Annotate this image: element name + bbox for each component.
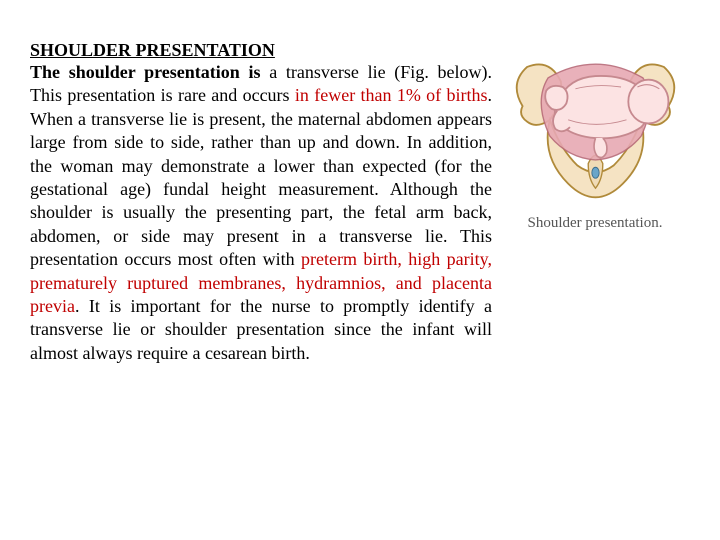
content-wrap: SHOULDER PRESENTATION The shoulder prese… xyxy=(30,40,690,365)
fetus-legs-icon xyxy=(545,86,567,110)
figure-column: Shoulder presentation. xyxy=(500,40,690,232)
fetus-head-icon xyxy=(628,80,668,124)
heading: SHOULDER PRESENTATION xyxy=(30,40,492,61)
text-seg-c: . It is important for the nurse to promp… xyxy=(30,296,492,363)
intro-bold: The shoulder presentation is xyxy=(30,62,261,82)
figure-caption: Shoulder presentation. xyxy=(528,215,663,232)
fetus-arm-icon xyxy=(594,138,607,157)
shoulder-presentation-figure xyxy=(503,56,688,211)
text-seg-b: . When a transverse lie is present, the … xyxy=(30,85,492,269)
body-paragraph: The shoulder presentation is a transvers… xyxy=(30,61,492,365)
text-column: SHOULDER PRESENTATION The shoulder prese… xyxy=(30,40,492,365)
symphysis-icon xyxy=(591,167,598,178)
red-span-1: in fewer than 1% of births xyxy=(295,85,488,105)
